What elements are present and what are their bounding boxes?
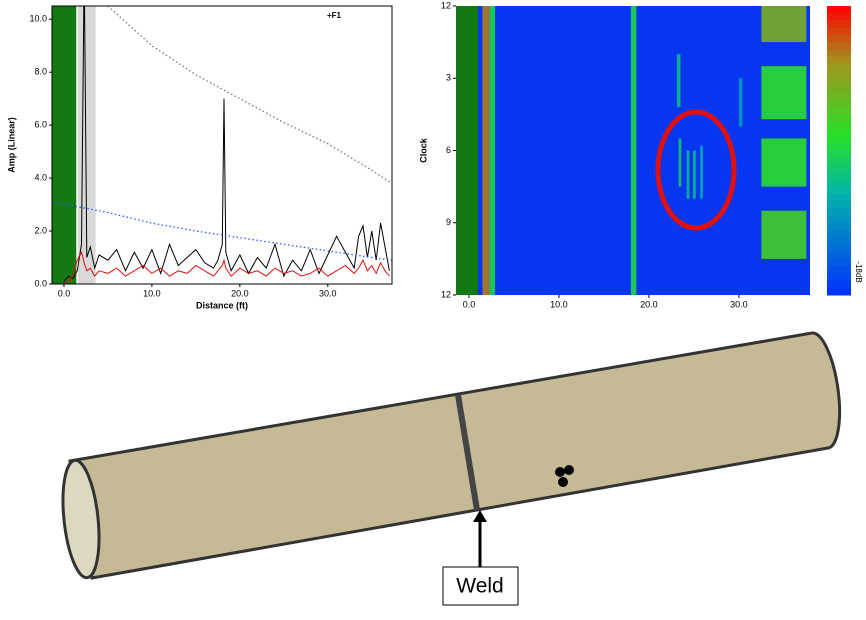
colorbar-cell [827,215,851,224]
colorbar-cell [827,27,851,36]
colorbar-cell [827,251,851,260]
colorbar-cell [827,164,851,173]
colorbar-cell [827,6,851,14]
x-tick-label: 10.0 [550,299,568,309]
colorbar-cell [827,49,851,58]
pipe-body [68,331,842,580]
x-tick-label: 0.0 [463,299,476,309]
y-tick-label: 3 [446,73,451,83]
x-tick-label: 30.0 [730,299,748,309]
x-tick-label: 20.0 [640,299,658,309]
colorbar-cell [827,92,851,101]
series-line [63,250,390,284]
series-line [63,6,390,282]
colorbar-cell [827,229,851,238]
colorbar-cell [827,258,851,267]
weld-arrow-head [473,510,487,522]
heat-cell [693,150,696,199]
colorbar-cell [827,193,851,202]
weld-label: Weld [456,575,503,598]
annotation: +F1 [327,11,342,20]
colorbar-cell [827,222,851,231]
heat-cell [761,6,807,43]
y-axis-label: Amp (Linear) [6,117,16,173]
colorbar-cell [827,208,851,217]
colorbar-cell [827,107,851,115]
defect-dot [558,477,568,487]
colorbar-cell [827,63,851,72]
colorbar-cell [827,136,851,144]
defect-dot [555,467,565,477]
y-tick-label: 9 [446,217,451,227]
plot-frame [51,5,393,285]
colorbar-cell [827,78,851,86]
y-tick-label: 6 [446,145,451,155]
y-tick-label: 4.0 [34,172,47,182]
y-tick-label: 12 [441,289,451,299]
pipe-diagram: Weld [61,331,842,606]
colorbar-cell [827,244,851,253]
highlight-ellipse [655,109,737,231]
colorbar-cell [827,237,851,245]
y-tick-label: 6.0 [34,120,47,130]
x-tick-label: 20.0 [231,288,249,298]
pipe-end [61,458,101,580]
colorbar-cell [827,85,851,94]
colorbar-cell [827,157,851,166]
colorbar-cell [827,186,851,195]
colorbar-cell [827,273,851,282]
heat-cell [738,78,743,127]
series-line [107,6,392,184]
colorbar-cell [827,121,851,130]
band [52,6,77,284]
defect-dot [564,465,574,475]
colorbar-cell [827,13,851,21]
colorbar-cell [827,143,851,151]
colorbar-cell [827,99,851,108]
heat-cell [761,66,807,120]
colorbar-cell [827,114,851,123]
colorbar-cell [827,150,851,159]
colorbar-cell [827,201,851,209]
y-axis-label: Clock [418,137,428,163]
x-tick-label: 10.0 [143,288,161,298]
y-tick-label: 8.0 [34,67,47,77]
heat-cell [761,138,807,187]
label-box [442,566,519,606]
colorbar-cell [827,56,851,65]
colorbar-cell [827,287,851,296]
y-tick-label: 12 [441,0,451,10]
colorbar-cell [827,266,851,274]
heat-cell [676,54,681,108]
colorbar-label: -18dB [854,261,863,282]
band [78,6,96,284]
colorbar-cell [827,34,851,43]
heat-cell [761,210,807,259]
colorbar-cell [827,71,851,79]
heat-cell [489,6,496,295]
heat-cell [630,6,637,295]
colorbar-cell [827,128,851,137]
y-tick-label: 10.0 [29,14,47,24]
colorbar-cell [827,172,851,180]
heat-cell [700,145,703,199]
x-tick-label: 0.0 [58,288,71,298]
y-tick-label: 2.0 [34,225,47,235]
y-tick-label: 0.0 [34,278,47,288]
weld-line [455,394,480,511]
colorbar-cell [827,179,851,188]
x-tick-label: 30.0 [319,288,337,298]
colorbar-cell [827,280,851,289]
band [456,6,478,295]
x-axis-label: Distance (ft) [196,300,248,310]
heat-cell [482,6,490,295]
heat-cell [686,150,690,199]
colorbar-cell [827,20,851,29]
colorbar-cell [827,42,851,50]
heat-cell [678,138,682,187]
